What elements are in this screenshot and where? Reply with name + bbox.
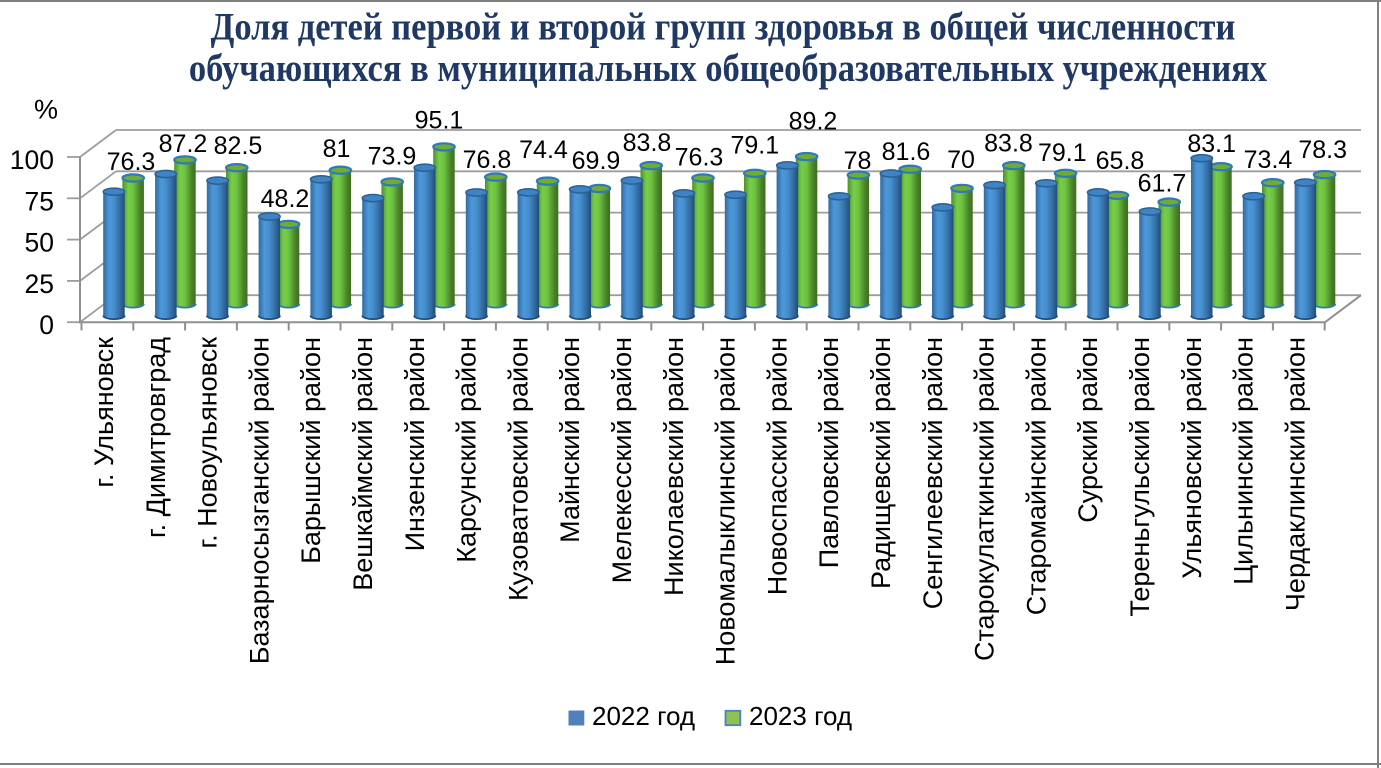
svg-text:81.6: 81.6 bbox=[882, 138, 931, 166]
svg-text:75: 75 bbox=[25, 186, 54, 216]
svg-text:76.3: 76.3 bbox=[107, 148, 156, 176]
svg-text:100: 100 bbox=[10, 145, 54, 175]
svg-text:Майнский район: Майнский район bbox=[555, 337, 585, 543]
svg-text:76.8: 76.8 bbox=[463, 146, 512, 174]
svg-text:Радищевский район: Радищевский район bbox=[866, 337, 896, 589]
svg-text:обучающихся в муниципальных об: обучающихся в муниципальных общеобразова… bbox=[189, 46, 1268, 89]
svg-text:Старомайнский район: Старомайнский район bbox=[1021, 337, 1051, 615]
svg-text:Кузоватовский район: Кузоватовский район bbox=[503, 337, 533, 601]
svg-text:83.1: 83.1 bbox=[1187, 130, 1236, 158]
svg-text:Новомалыклинский район: Новомалыклинский район bbox=[711, 337, 741, 665]
svg-text:Старокулаткинский район: Старокулаткинский район bbox=[970, 337, 1000, 661]
svg-text:%: % bbox=[34, 95, 58, 125]
svg-text:Базарносызганский район: Базарносызганский район bbox=[244, 337, 274, 664]
svg-text:Мелекесский район: Мелекесский район bbox=[607, 337, 637, 583]
svg-text:Инзенский район: Инзенский район bbox=[400, 337, 430, 551]
svg-text:Тереньгульский район: Тереньгульский район bbox=[1125, 337, 1155, 617]
svg-text:Карсунский район: Карсунский район bbox=[452, 337, 482, 563]
svg-text:89.2: 89.2 bbox=[789, 108, 838, 136]
svg-text:48.2: 48.2 bbox=[261, 185, 310, 213]
svg-text:70: 70 bbox=[947, 146, 975, 174]
svg-text:Сурский район: Сурский район bbox=[1073, 337, 1103, 523]
svg-text:Новоспасский район: Новоспасский район bbox=[762, 337, 792, 595]
svg-text:г. Новоульяновск: г. Новоульяновск bbox=[193, 337, 223, 549]
svg-text:82.5: 82.5 bbox=[214, 132, 263, 160]
svg-text:Чердаклинский район: Чердаклинский район bbox=[1280, 337, 1310, 611]
svg-text:79.1: 79.1 bbox=[1038, 139, 1087, 167]
svg-text:79.1: 79.1 bbox=[730, 132, 779, 160]
svg-text:83.8: 83.8 bbox=[984, 130, 1033, 158]
svg-text:Николаевский район: Николаевский район bbox=[659, 337, 689, 596]
svg-text:Ульяновский район: Ульяновский район bbox=[1177, 337, 1207, 579]
svg-text:83.8: 83.8 bbox=[623, 129, 672, 157]
svg-text:78.3: 78.3 bbox=[1298, 136, 1347, 164]
svg-text:73.4: 73.4 bbox=[1244, 146, 1293, 174]
svg-text:87.2: 87.2 bbox=[159, 130, 208, 158]
svg-text:78: 78 bbox=[844, 147, 872, 175]
svg-text:Павловский район: Павловский район bbox=[814, 337, 844, 568]
svg-text:Цильнинский район: Цильнинский район bbox=[1229, 337, 1259, 585]
svg-text:Вешкаймский район: Вешкаймский район bbox=[348, 337, 378, 591]
svg-text:2022 год: 2022 год bbox=[592, 701, 695, 731]
svg-text:69.9: 69.9 bbox=[572, 147, 621, 175]
svg-text:25: 25 bbox=[25, 269, 54, 299]
svg-text:Доля детей первой и второй гру: Доля детей первой и второй групп здоровь… bbox=[211, 4, 1236, 47]
svg-text:0: 0 bbox=[39, 310, 54, 340]
svg-text:50: 50 bbox=[25, 228, 54, 258]
svg-text:65.8: 65.8 bbox=[1096, 147, 1145, 175]
svg-text:Сенгилеевский район: Сенгилеевский район bbox=[918, 337, 948, 609]
svg-text:81: 81 bbox=[323, 135, 351, 163]
svg-text:Барышский район: Барышский район bbox=[296, 337, 326, 564]
svg-text:95.1: 95.1 bbox=[415, 107, 464, 135]
svg-text:74.4: 74.4 bbox=[519, 136, 568, 164]
svg-text:г. Димитровград: г. Димитровград bbox=[141, 337, 171, 538]
svg-text:г. Ульяновск: г. Ульяновск bbox=[89, 337, 119, 488]
svg-text:73.9: 73.9 bbox=[368, 143, 417, 171]
svg-text:2023 год: 2023 год bbox=[749, 701, 852, 731]
svg-text:76.3: 76.3 bbox=[675, 144, 724, 172]
svg-text:61.7: 61.7 bbox=[1138, 170, 1187, 198]
